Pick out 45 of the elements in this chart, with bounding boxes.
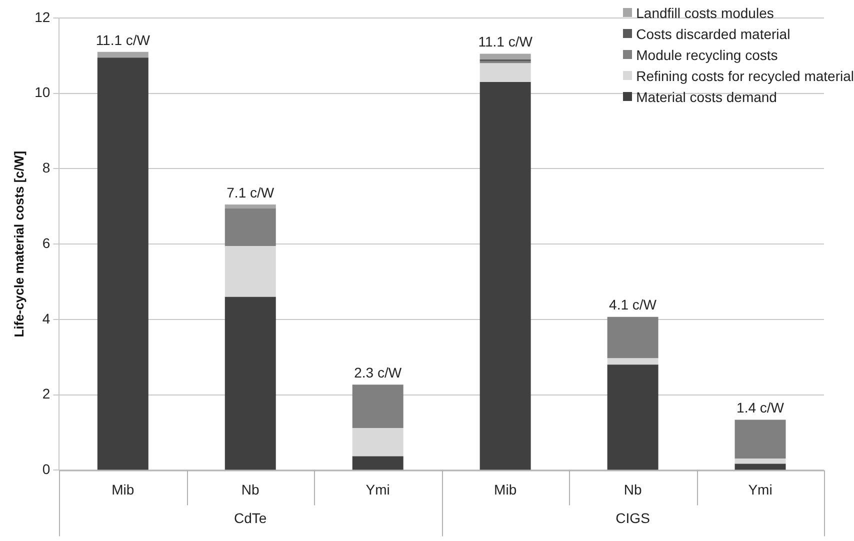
y-axis-title: Life-cycle material costs [c/W] bbox=[11, 150, 26, 338]
total-label: 7.1 c/W bbox=[226, 184, 275, 200]
bar bbox=[352, 428, 404, 456]
text: CdTe bbox=[234, 510, 267, 526]
total-label: 4.1 c/W bbox=[609, 296, 658, 313]
y-tick-label: 12 bbox=[34, 8, 50, 25]
y-tick-label: 8 bbox=[42, 160, 50, 176]
total-label: 11.1 c/W bbox=[96, 32, 151, 48]
x-tick-label: Mib bbox=[494, 481, 517, 498]
total-label: 1.4 c/W bbox=[736, 400, 785, 416]
bar bbox=[734, 458, 786, 464]
bar bbox=[607, 316, 658, 358]
legend-label: Refining costs for recycled material bbox=[636, 68, 854, 84]
bar bbox=[734, 420, 786, 459]
y-tick-label: 6 bbox=[42, 234, 50, 251]
total-label: 11.1 c/W bbox=[478, 34, 534, 50]
text: CIGS bbox=[616, 510, 650, 526]
bar bbox=[224, 208, 276, 246]
x-tick-label: Nb bbox=[624, 481, 642, 498]
bar bbox=[607, 358, 658, 365]
bar bbox=[352, 456, 404, 470]
legend-label: Costs discarded material bbox=[636, 26, 790, 42]
x-tick-label: Mib bbox=[112, 481, 134, 498]
bar bbox=[97, 58, 148, 470]
bar bbox=[224, 246, 276, 297]
bar bbox=[97, 52, 148, 58]
bar bbox=[352, 384, 404, 428]
x-tick-label: Ymi bbox=[748, 481, 772, 498]
y-tick-label: 2 bbox=[42, 386, 50, 402]
y-tick-label: 4 bbox=[42, 310, 50, 326]
total-label: 2.3 c/W bbox=[354, 364, 402, 381]
bar bbox=[224, 296, 276, 470]
bar bbox=[734, 464, 786, 470]
bar bbox=[480, 54, 531, 60]
legend-label: Material costs demand bbox=[636, 88, 777, 104]
x-tick-label: Ymi bbox=[366, 481, 390, 498]
y-tick-label: 10 bbox=[34, 84, 50, 100]
legend-label: Module recycling costs bbox=[636, 46, 778, 62]
bar bbox=[607, 364, 658, 470]
x-tick-label: Nb bbox=[241, 481, 260, 498]
bar bbox=[224, 204, 276, 208]
bar bbox=[480, 82, 531, 470]
y-tick-label: 0 bbox=[42, 461, 50, 478]
bar bbox=[480, 63, 531, 82]
legend-label: Landfill costs modules bbox=[636, 4, 774, 20]
